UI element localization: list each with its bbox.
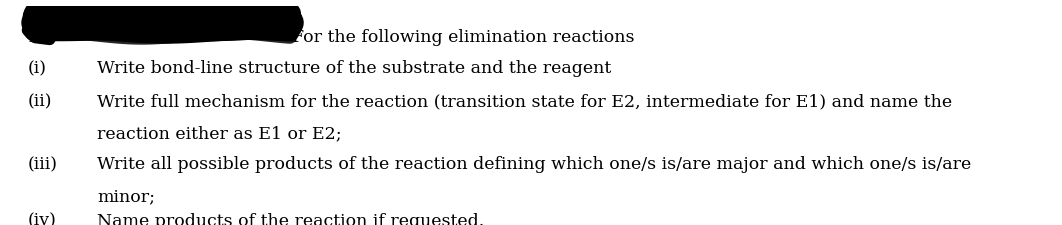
Text: (ii): (ii) — [28, 93, 52, 110]
Text: Write full mechanism for the reaction (transition state for E2, intermediate for: Write full mechanism for the reaction (t… — [97, 93, 953, 110]
Text: Write all possible products of the reaction defining which one/s is/are major an: Write all possible products of the react… — [97, 155, 972, 173]
Text: reaction either as E1 or E2;: reaction either as E1 or E2; — [97, 125, 342, 142]
Text: (i): (i) — [28, 60, 47, 77]
Text: (iii): (iii) — [28, 155, 57, 173]
Polygon shape — [275, 16, 295, 28]
Text: For the following elimination reactions: For the following elimination reactions — [292, 29, 634, 46]
Text: 1.: 1. — [28, 29, 44, 46]
Polygon shape — [35, 6, 290, 41]
Polygon shape — [28, 7, 55, 40]
Text: (iv): (iv) — [28, 212, 56, 225]
Text: Write bond-line structure of the substrate and the reagent: Write bond-line structure of the substra… — [97, 60, 612, 77]
Text: Name products of the reaction if requested.: Name products of the reaction if request… — [97, 212, 484, 225]
Text: minor;: minor; — [97, 187, 155, 204]
